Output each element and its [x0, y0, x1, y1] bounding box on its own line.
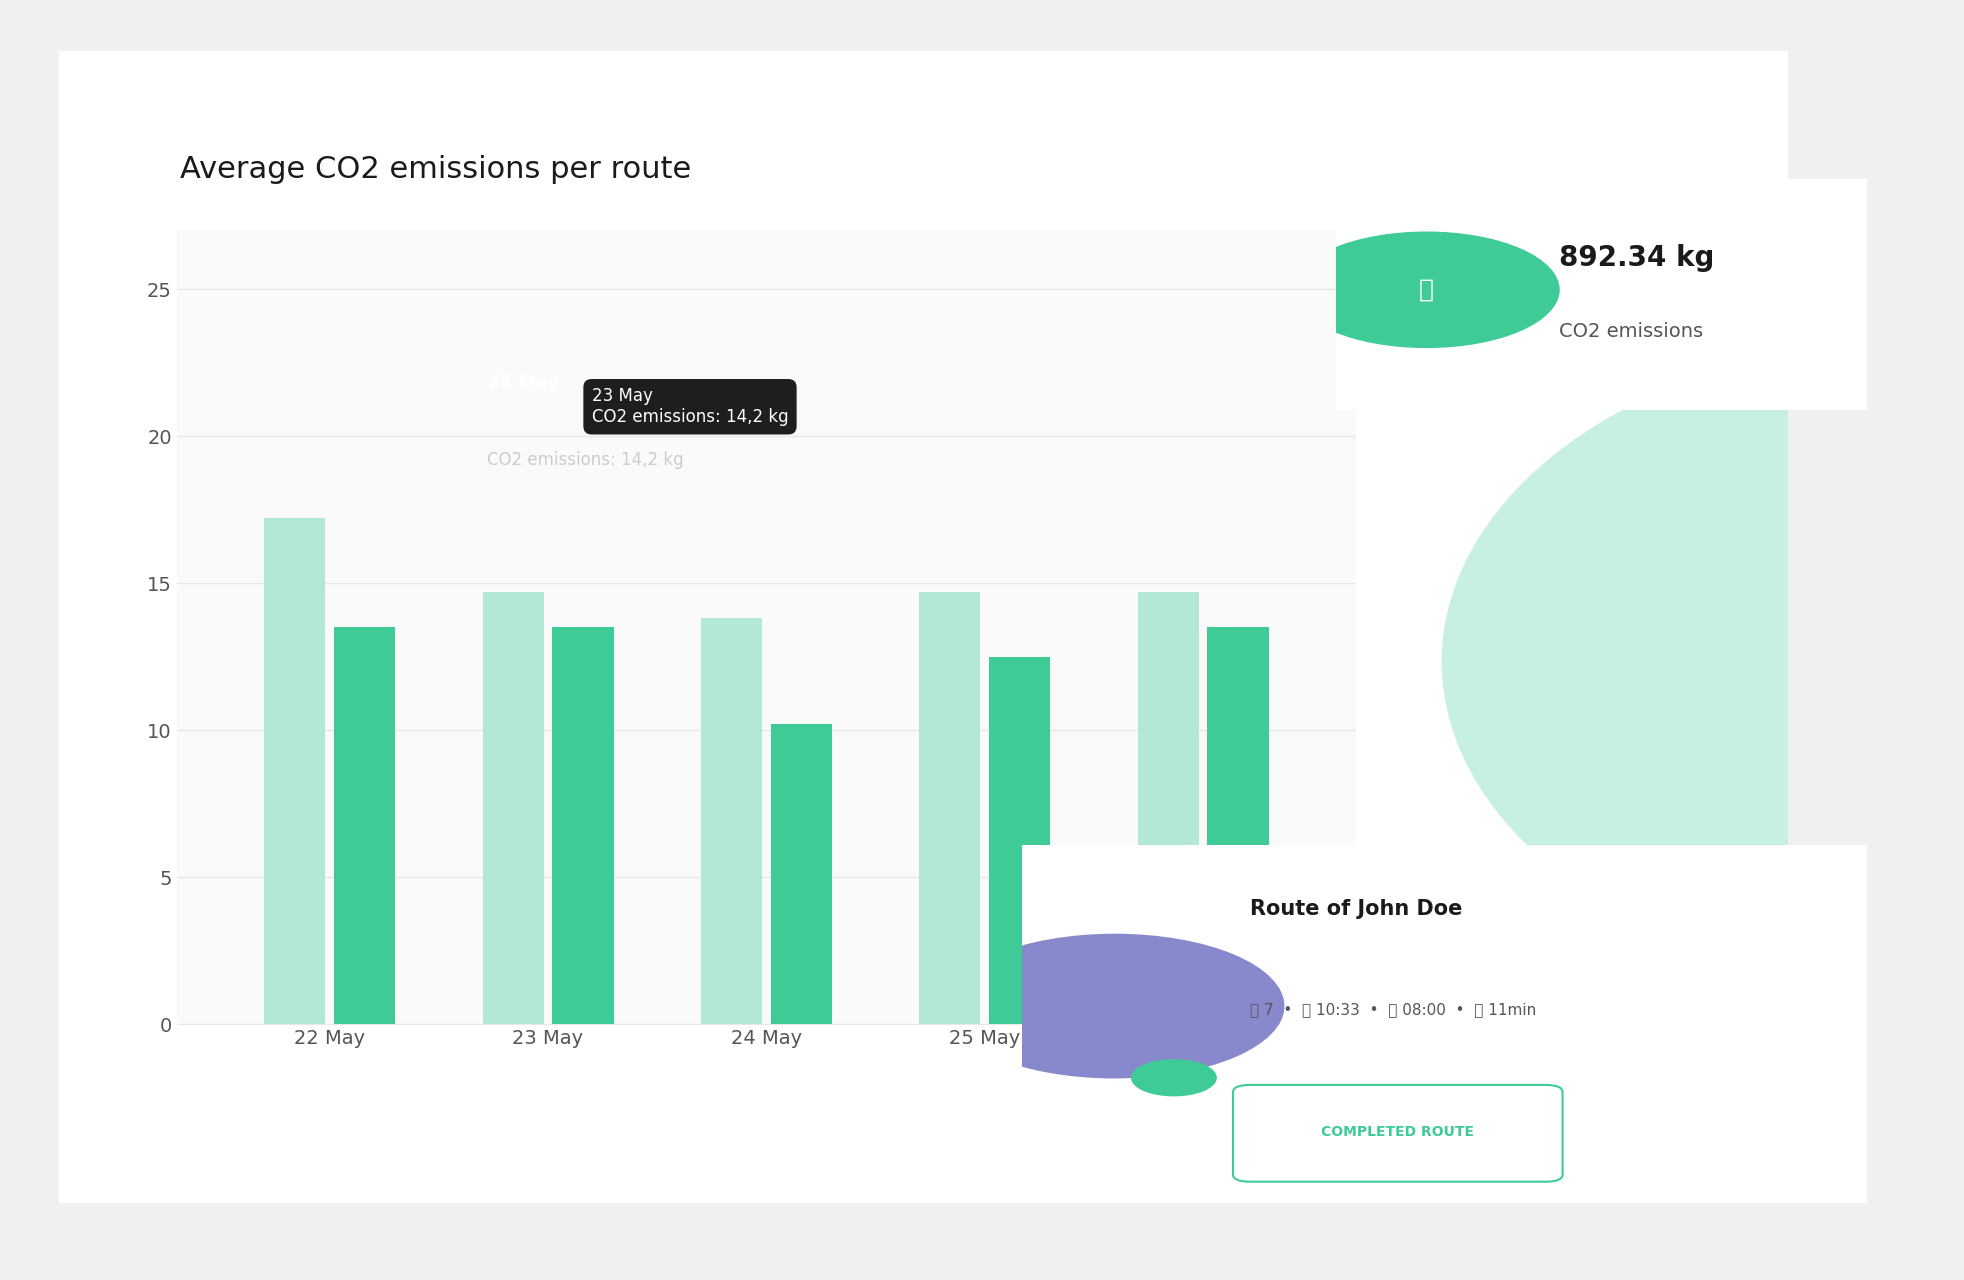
Bar: [1206, 627, 1269, 1024]
Text: CO2 emissions: 14,2 kg: CO2 emissions: 14,2 kg: [487, 451, 683, 468]
Bar: [770, 724, 831, 1024]
FancyBboxPatch shape: [1233, 1085, 1561, 1181]
Circle shape: [1131, 1060, 1216, 1096]
Bar: [988, 657, 1049, 1024]
Circle shape: [1292, 232, 1557, 347]
Bar: [483, 591, 544, 1024]
FancyBboxPatch shape: [1004, 841, 1874, 1211]
Bar: [334, 627, 395, 1024]
Text: Average CO2 emissions per route: Average CO2 emissions per route: [181, 155, 691, 184]
Text: 🌿: 🌿: [1418, 278, 1434, 302]
Circle shape: [945, 934, 1282, 1078]
Text: 23 May: 23 May: [487, 374, 558, 392]
Text: 📍 7  •  🗓 10:33  •  📋 08:00  •  🚗 11min: 📍 7 • 🗓 10:33 • 📋 08:00 • 🚗 11min: [1249, 1002, 1536, 1018]
Bar: [701, 618, 762, 1024]
Text: 23 May
CO2 emissions: 14,2 kg: 23 May CO2 emissions: 14,2 kg: [591, 388, 788, 426]
Bar: [919, 591, 980, 1024]
FancyBboxPatch shape: [41, 40, 1805, 1215]
FancyBboxPatch shape: [1320, 174, 1876, 416]
Bar: [263, 518, 326, 1024]
Text: Route of John Doe: Route of John Doe: [1249, 899, 1461, 919]
Text: 892.34 kg: 892.34 kg: [1557, 243, 1713, 271]
Bar: [552, 627, 613, 1024]
Text: CO2 emissions: CO2 emissions: [1557, 323, 1703, 340]
Text: COMPLETED ROUTE: COMPLETED ROUTE: [1320, 1125, 1473, 1138]
Circle shape: [1442, 339, 1964, 984]
Bar: [1137, 591, 1198, 1024]
